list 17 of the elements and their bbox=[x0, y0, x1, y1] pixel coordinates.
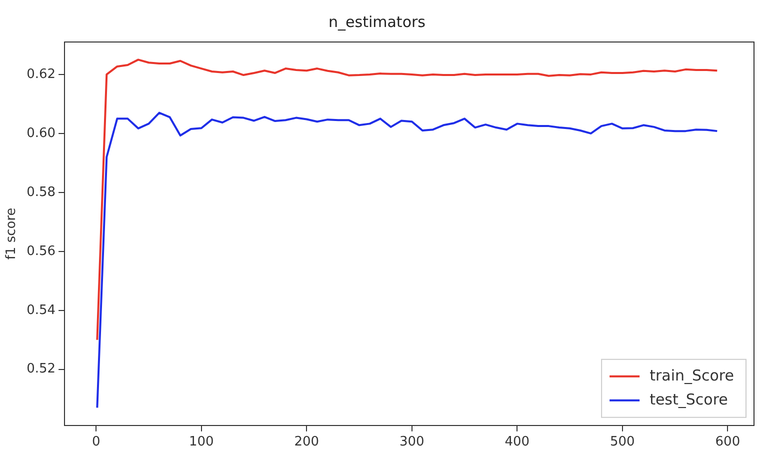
y-tick-label: 0.52 bbox=[26, 362, 56, 377]
legend-label: test_Score bbox=[650, 390, 728, 408]
x-tick-label: 0 bbox=[92, 434, 100, 450]
y-tick-label: 0.56 bbox=[26, 244, 56, 259]
x-tick-label: 300 bbox=[399, 434, 424, 450]
x-tick-label: 600 bbox=[715, 434, 740, 450]
y-tick-label: 0.54 bbox=[26, 302, 56, 318]
chart-title: n_estimators bbox=[328, 12, 426, 31]
x-tick-label: 200 bbox=[294, 434, 320, 450]
y-tick-label: 0.62 bbox=[26, 66, 56, 82]
x-tick-label: 100 bbox=[188, 434, 214, 450]
legend-label: train_Score bbox=[650, 366, 734, 384]
x-tick-label: 400 bbox=[504, 434, 530, 450]
x-tick-label: 500 bbox=[610, 434, 635, 450]
y-tick-label: 0.60 bbox=[26, 126, 56, 141]
y-axis-title: f1 score bbox=[4, 208, 20, 260]
y-tick-label: 0.58 bbox=[26, 184, 56, 200]
